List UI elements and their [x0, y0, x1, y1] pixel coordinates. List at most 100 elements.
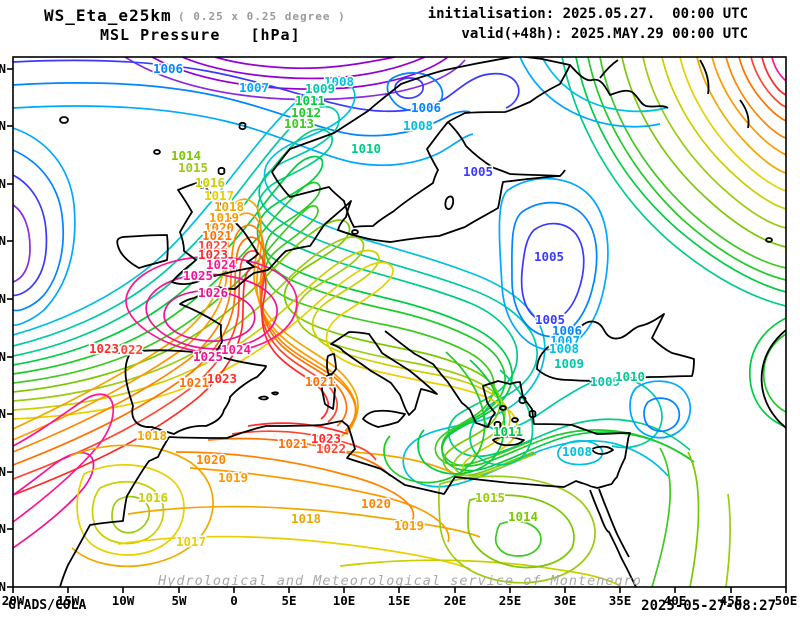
isobar-label: 1008: [549, 341, 579, 356]
isobar-label: 1023: [311, 431, 341, 446]
isobar-1010: [13, 128, 691, 458]
isobar-1005: [394, 77, 424, 99]
coastline: [217, 167, 226, 175]
x-tick-label: 50E: [775, 593, 798, 608]
isobar-1019: [189, 467, 450, 543]
isobar-1017: [13, 261, 518, 451]
watermark: Hydrological and Meteorological service …: [157, 573, 642, 589]
x-axis: 20W 15W 10W 5W 0 5E 10E 15E 20E 25E 30E 35E 40E 45E 50…: [2, 587, 798, 608]
coastline: [330, 331, 438, 416]
y-tick-label: 45N: [0, 349, 6, 364]
isobar-1018: [69, 444, 214, 568]
coastline: [116, 234, 169, 269]
isobar-label: 1016: [138, 490, 168, 505]
coastline: [59, 116, 69, 124]
y-axis: 70N 65N 60N 55N 50N 45N 40N 35N 30N 25N: [0, 61, 13, 594]
isobar-1021: [207, 437, 391, 477]
isobar-1024: [13, 393, 115, 523]
isobar-label: 1020: [196, 452, 226, 467]
isobar-label: 1018: [214, 199, 244, 214]
creation-timestamp: 2025-05-27-08:27: [641, 598, 776, 614]
isobar-label: 1008: [403, 118, 433, 133]
isobar-label: 1013: [284, 116, 314, 131]
isobar-label: 1025: [183, 268, 213, 283]
coastline: [351, 229, 359, 235]
isobar-label: 1020: [204, 220, 234, 235]
coastline: [444, 195, 455, 210]
isobar-label: 1010: [615, 369, 645, 384]
isobar-1022: [231, 430, 377, 461]
isobar-1020: [175, 451, 415, 529]
coastline: [168, 420, 613, 495]
x-tick-label: 5E: [281, 593, 296, 608]
isobar-1007: [498, 177, 609, 351]
isobar-1017: [117, 535, 471, 570]
isobar-1011: [13, 155, 695, 472]
coastline: [589, 489, 637, 587]
coastline: [499, 405, 507, 411]
isobar-label: 1009: [305, 81, 335, 96]
isobar-label: 1019: [209, 210, 239, 225]
x-tick-label: 20W: [2, 593, 25, 608]
isobar-label: 1007: [550, 333, 580, 348]
init-time: initialisation: 2025.05.27. 00:00 UTC: [427, 6, 748, 22]
x-tick-label: 10E: [333, 593, 356, 608]
coastline: [258, 395, 269, 401]
coastline-layer: [59, 57, 786, 587]
coastline: [518, 396, 527, 404]
coastline: [599, 59, 619, 79]
isobar-label: 1007: [239, 80, 269, 95]
isobar-1023: [761, 57, 786, 96]
coastline: [124, 349, 267, 435]
isobar-1007: [629, 380, 692, 439]
isobar-label: 1021: [202, 228, 232, 243]
isobar-1025: [13, 451, 95, 549]
x-tick-label: 45E: [720, 593, 743, 608]
isobar-label: 1023: [198, 247, 228, 262]
field-title: MSL Pressure [hPa]: [100, 26, 301, 44]
x-tick-label: 40E: [664, 593, 687, 608]
isobar-1013: [494, 520, 542, 557]
coastline: [699, 59, 710, 95]
coastline: [59, 436, 170, 587]
isobar-1006: [13, 149, 65, 312]
isobar-1005: [520, 222, 585, 323]
isobar-label: 1012: [291, 105, 321, 120]
isobar-label: 1014: [508, 509, 538, 524]
x-tick-label: 5W: [171, 593, 187, 608]
y-tick-label: 40N: [0, 406, 6, 421]
coastline: [238, 122, 247, 130]
isobar-1016: [13, 249, 511, 474]
coastline: [569, 64, 669, 109]
coastline: [591, 445, 614, 455]
isobar-1015: [111, 495, 151, 534]
isobar-label: 1006: [552, 323, 582, 338]
isobar-1006: [13, 82, 471, 137]
x-tick-label: 15E: [388, 593, 411, 608]
isobar-label: 1024: [221, 342, 251, 357]
isobar-label: 1009: [554, 356, 584, 371]
isobar-label: 1005: [463, 164, 493, 179]
coastline: [153, 149, 161, 155]
coastline: [447, 121, 561, 177]
coastline: [326, 353, 337, 377]
isobar-1018: [13, 198, 467, 481]
coastline: [511, 417, 519, 423]
isobar-1007: [13, 105, 474, 167]
isobar-label: 1015: [475, 490, 505, 505]
isobar-1012: [762, 333, 786, 413]
isobar-label: 1018: [137, 428, 167, 443]
isobar-label: 1026: [198, 285, 228, 300]
isobar-1016: [91, 480, 165, 545]
isobar-layer: [13, 57, 786, 587]
isobar-label: 1022: [316, 441, 346, 456]
isobar-label: 1009: [590, 374, 620, 389]
isobar-1008: [541, 57, 667, 113]
isobar-label: 1023: [89, 341, 119, 356]
isobar-1011: [749, 317, 786, 428]
isobar-1007: [519, 57, 661, 128]
coastline: [493, 421, 502, 429]
isobar-label: 1008: [562, 444, 592, 459]
isobar-1012: [383, 351, 486, 484]
